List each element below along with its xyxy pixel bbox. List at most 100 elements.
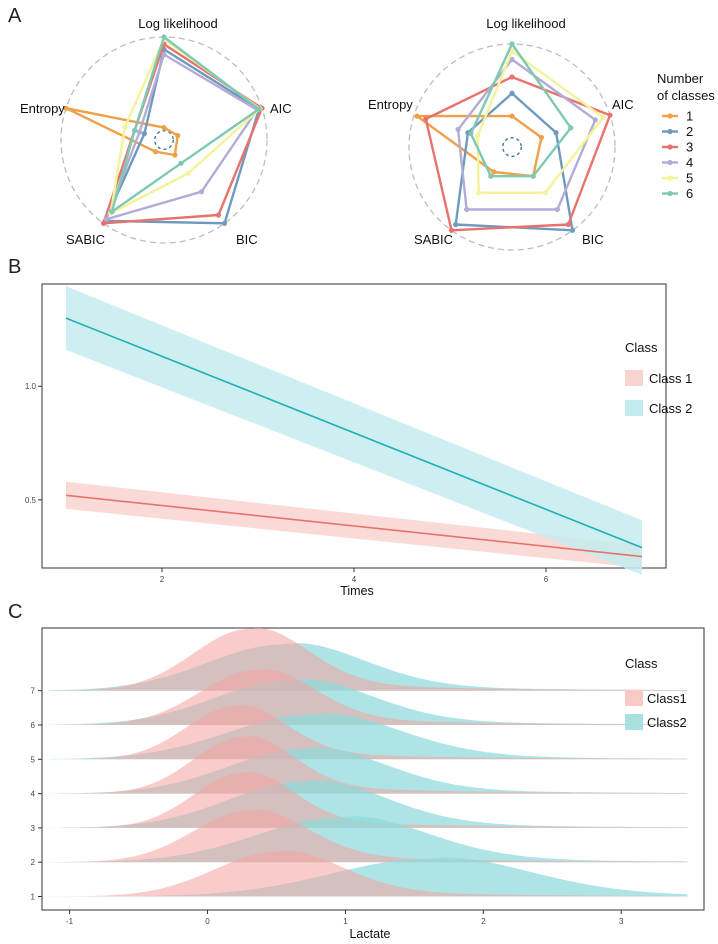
ridge-class1-3: [48, 772, 688, 828]
legend-c-swatch-class2: [625, 714, 643, 730]
radar-series-6: [469, 42, 572, 178]
radar-point-5-entropy: [475, 133, 481, 139]
x-axis-title-b: Times: [340, 584, 374, 598]
y-tick-label-c-6: 6: [31, 721, 36, 730]
legend-a-label-4: 4: [686, 155, 693, 170]
legend-a-title-line2: of classes: [657, 88, 715, 103]
legend-a-title-line1: Number: [657, 71, 704, 86]
radar-point-6-log-likelihood: [509, 41, 515, 47]
radar-point-4-log-likelihood: [161, 51, 167, 58]
x-tick-label-c-1: 1: [343, 917, 348, 926]
panel-label-c: C: [8, 601, 22, 623]
legend-c-swatch-class1: [625, 690, 643, 706]
radar-axis-label-aic: AIC: [612, 97, 634, 112]
radar-point-2-bic: [221, 220, 228, 226]
radar-point-3-bic: [215, 212, 222, 218]
radar-point-3-sabic: [100, 220, 107, 226]
radar-point-3-log-likelihood: [509, 74, 515, 80]
radar-axis-label-sabic: SABIC: [66, 232, 105, 247]
radar-point-5-bic: [185, 170, 191, 176]
radar-series-1: [64, 106, 179, 157]
ridge-class2-1: [48, 857, 688, 897]
y-tick-label-c-4: 4: [31, 790, 36, 799]
radar-point-1-log-likelihood: [161, 125, 167, 131]
radar-point-4-log-likelihood: [509, 56, 515, 63]
trend-line-class-1: [65, 494, 643, 558]
radar-point-4-aic: [592, 117, 598, 123]
panel-label-b: B: [8, 256, 21, 278]
legend-c-label-class2: Class2: [647, 715, 687, 730]
legend-a-label-2: 2: [686, 124, 693, 139]
radar-point-1-sabic: [152, 149, 159, 155]
ridgeline-chart-c: -1 0 1 2 3 1 2 3 4 5 6 7 Lactate: [31, 627, 705, 941]
trend-line-class-2: [65, 317, 643, 549]
radar-series-6: [110, 35, 261, 213]
radar-point-6-aic: [256, 106, 262, 112]
legend-b: Class Class 1 Class 2: [625, 340, 692, 416]
legend-a-label-1: 1: [686, 109, 693, 124]
radar-point-1-log-likelihood: [509, 113, 515, 119]
radar-inner-ring: [154, 130, 174, 150]
radar-point-2-bic: [569, 227, 576, 233]
y-tick-label-c-3: 3: [31, 824, 36, 833]
radar-point-2-sabic: [453, 221, 459, 228]
y-tick-label-c-7: 7: [31, 687, 36, 696]
radar-point-3-aic: [607, 112, 613, 118]
x-tick-label-c-3: 3: [619, 917, 624, 926]
legend-a-label-3: 3: [686, 140, 693, 155]
y-tick-label-c-5: 5: [31, 755, 36, 764]
radar-point-6-sabic: [109, 209, 115, 215]
legend-a-label-6: 6: [686, 186, 693, 201]
radar-point-5-sabic: [476, 190, 482, 196]
radar-series-3: [424, 75, 612, 232]
legend-a-dot-2: [667, 128, 673, 135]
radar-chart-right: Log likelihood AIC BIC SABIC Entropy: [368, 16, 634, 251]
radar-point-6-aic: [568, 125, 574, 131]
radar-axis-label-entropy: Entropy: [368, 97, 413, 112]
y-tick-label-c-1: 1: [31, 893, 36, 902]
radar-point-1-sabic: [491, 169, 497, 175]
radar-series-2: [104, 48, 261, 225]
radar-point-6-entropy: [132, 127, 138, 134]
radar-point-4-entropy: [136, 129, 143, 135]
ridge-class1-7: [48, 627, 688, 691]
radar-axis-label-log-likelihood: Log likelihood: [138, 16, 218, 31]
confidence-band-class-2: [66, 286, 642, 575]
radar-series-4: [105, 53, 259, 221]
radar-series-5: [109, 37, 262, 215]
radar-point-4-entropy: [455, 126, 461, 133]
radar-point-4-bic: [554, 206, 561, 213]
ridge-class1-1: [48, 851, 688, 897]
legend-c-title: Class: [625, 656, 658, 671]
legend-b-label-class1: Class 1: [649, 371, 692, 386]
radar-point-1-entropy: [63, 105, 69, 111]
radar-point-6-sabic: [488, 173, 494, 179]
radar-point-6-bic: [178, 160, 184, 166]
legend-a-label-5: 5: [686, 171, 693, 186]
legend-a-dot-1: [667, 113, 673, 119]
radar-point-5-aic: [600, 114, 606, 120]
ridge-class1-2: [48, 809, 688, 863]
y-tick-label-b-0-5: 0.5: [25, 496, 37, 505]
x-tick-label-c-2: 2: [481, 917, 486, 926]
radar-inner-ring: [502, 137, 522, 157]
radar-point-3-sabic: [448, 227, 455, 233]
radar-series-5: [476, 50, 605, 195]
y-tick-label-c-2: 2: [31, 858, 36, 867]
line-chart-b: 2 4 6 0.5 1.0 Times: [25, 283, 667, 598]
radar-series-4: [456, 58, 597, 211]
legend-b-title: Class: [625, 340, 658, 355]
radar-axis-label-bic: BIC: [236, 232, 258, 247]
legend-a-dot-6: [667, 190, 673, 197]
radar-point-3-bic: [565, 221, 571, 228]
radar-point-2-aic: [553, 130, 559, 136]
panel-label-a: A: [8, 5, 22, 27]
radar-point-6-bic: [530, 173, 536, 179]
legend-b-swatch-class1: [625, 370, 643, 386]
ridge-class1-5: [48, 705, 688, 760]
radar-axis-label-entropy: Entropy: [20, 101, 65, 116]
y-tick-label-b-1-0: 1.0: [25, 382, 37, 391]
radar-point-3-entropy: [423, 116, 429, 122]
